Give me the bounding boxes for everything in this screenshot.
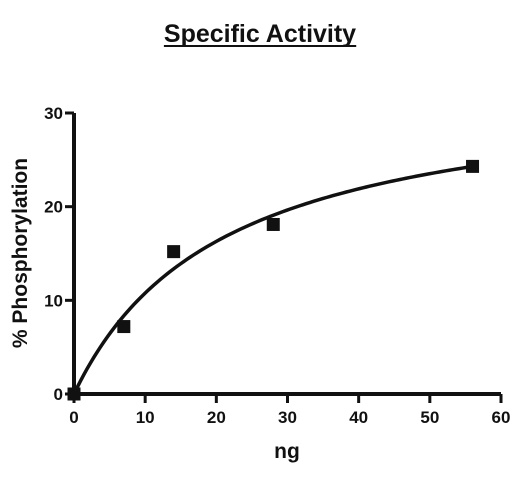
y-tick-label: 20 <box>44 198 63 217</box>
chart-title: Specific Activity <box>164 20 356 48</box>
x-tick-label: 20 <box>207 408 226 427</box>
data-point <box>266 217 280 231</box>
data-point <box>117 320 131 334</box>
y-ticks: 0 10 20 30 <box>44 104 74 404</box>
data-point <box>466 159 480 173</box>
x-tick-label: 50 <box>420 408 439 427</box>
y-axis-label: % Phosphorylation <box>9 158 32 348</box>
x-tick-label: 10 <box>136 408 155 427</box>
x-axis-label: ng <box>274 440 300 463</box>
data-points <box>67 159 480 401</box>
x-tick-label: 0 <box>69 408 78 427</box>
fit-curve <box>72 164 473 395</box>
data-point <box>67 387 81 401</box>
y-tick-label: 30 <box>44 104 63 123</box>
x-ticks: 0 10 20 30 40 50 60 <box>69 394 510 427</box>
x-tick-label: 40 <box>349 408 368 427</box>
data-point <box>167 245 181 259</box>
y-tick-label: 0 <box>54 385 63 404</box>
y-tick-label: 10 <box>44 291 63 310</box>
x-tick-label: 30 <box>278 408 297 427</box>
axes: 0 10 20 30 0 10 20 30 40 50 60 <box>44 104 510 427</box>
x-tick-label: 60 <box>492 408 511 427</box>
